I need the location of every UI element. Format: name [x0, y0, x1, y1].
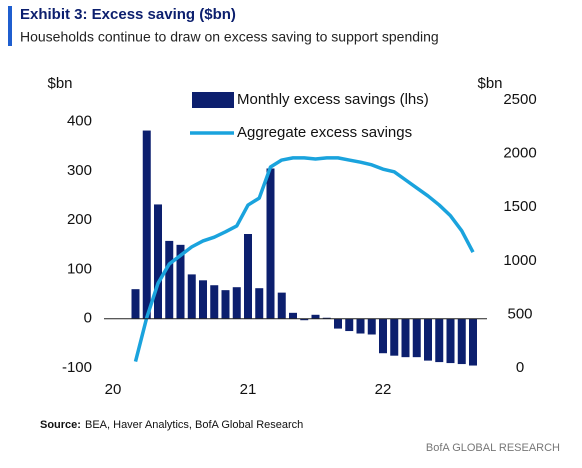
bar [187, 274, 196, 319]
title-accent [8, 6, 12, 46]
bar [311, 314, 320, 319]
chart-subtitle: Households continue to draw on excess sa… [20, 29, 439, 45]
y2-tick-label: 2000 [503, 145, 536, 162]
bar [401, 318, 410, 358]
bar [334, 318, 342, 329]
bar [266, 168, 275, 319]
bar [154, 204, 162, 319]
bar [345, 318, 354, 332]
y2-tick-label: 1500 [503, 198, 536, 215]
bar [446, 318, 455, 364]
y-axis-label: $bn [47, 75, 72, 92]
bar [412, 318, 421, 358]
footer: BofA GLOBAL RESEARCH [426, 442, 560, 454]
legend-label: Aggregate excess savings [237, 124, 412, 141]
line [133, 156, 475, 363]
bar [379, 318, 387, 354]
y2-tick-label: 2500 [503, 91, 536, 108]
y-tick-label: 300 [67, 162, 92, 179]
x-tick-label: 22 [375, 381, 392, 398]
bar [244, 234, 252, 319]
bar [424, 318, 432, 361]
bar [165, 240, 174, 319]
bar [300, 318, 309, 321]
chart-title: Exhibit 3: Excess saving ($bn) [20, 6, 236, 23]
y-tick-label: 200 [67, 211, 92, 228]
y2-tick-label: 1000 [503, 252, 536, 269]
y2-tick-label: 500 [507, 305, 532, 322]
bar [199, 280, 207, 319]
source-label: Source: [40, 419, 81, 431]
bar [356, 318, 365, 334]
bar [221, 290, 230, 319]
bar [142, 130, 151, 319]
y-tick-label: 400 [67, 113, 92, 130]
source-text: BEA, Haver Analytics, BofA Global Resear… [85, 419, 303, 431]
y-tick-label: -100 [62, 359, 92, 376]
bar [469, 318, 477, 366]
y2-axis-label: $bn [477, 75, 502, 92]
legend-label: Monthly excess savings (lhs) [237, 91, 429, 108]
y2-tick-label: 0 [516, 359, 524, 376]
x-tick-label: 21 [240, 381, 257, 398]
bar [210, 285, 219, 319]
y-tick-label: 100 [67, 260, 92, 277]
y-tick-label: 0 [84, 310, 92, 327]
bar [289, 312, 297, 319]
bar [457, 318, 466, 365]
bar [131, 289, 140, 319]
bar [255, 288, 264, 319]
bar [367, 318, 376, 335]
bar [232, 287, 241, 319]
bar [277, 292, 286, 319]
x-tick-label: 20 [105, 381, 122, 398]
bar [435, 318, 444, 363]
legend-swatch [192, 92, 234, 108]
bar [176, 244, 185, 319]
bar [390, 318, 399, 356]
